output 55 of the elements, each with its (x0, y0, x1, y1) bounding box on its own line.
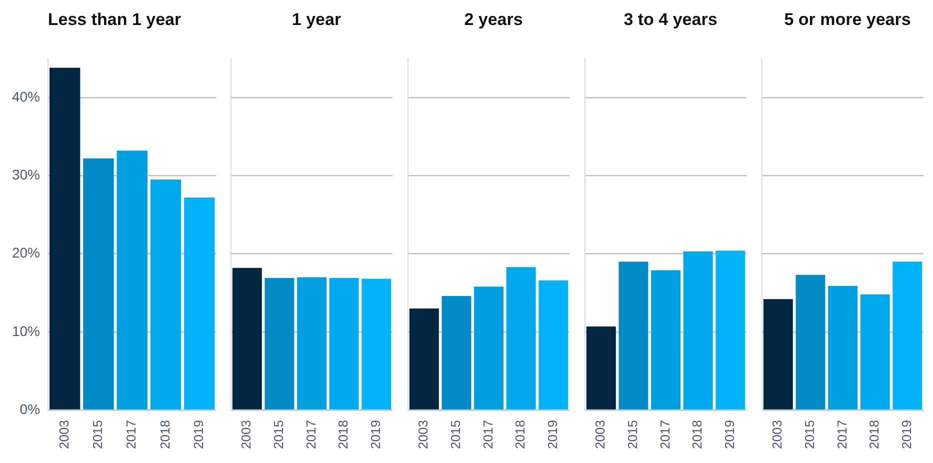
bar (442, 296, 472, 410)
x-tick-label: 2018 (512, 420, 528, 449)
x-tick-label: 2015 (625, 420, 640, 449)
x-tick-label: 2018 (690, 420, 705, 449)
chart-title: 5 or more years (784, 10, 911, 29)
y-tick-label: 0% (20, 400, 40, 417)
bar (618, 262, 648, 410)
x-tick-label: 2017 (480, 420, 496, 449)
bar (538, 280, 568, 410)
y-tick-label: 30% (12, 166, 40, 182)
x-tick-label: 2017 (834, 420, 850, 449)
bar (586, 326, 616, 410)
x-tick-label: 2015 (271, 420, 286, 449)
x-tick-label: 2017 (657, 420, 672, 449)
bar (83, 158, 114, 410)
chart-title: 2 years (464, 10, 523, 29)
x-tick-label: 2017 (303, 420, 318, 449)
chart-title: Less than 1 year (48, 10, 182, 29)
chart-title: 3 to 4 years (624, 10, 718, 29)
bar (150, 180, 182, 410)
x-tick-label: 2003 (56, 420, 72, 449)
bar (50, 68, 80, 410)
x-tick-label: 2015 (90, 420, 106, 449)
bar (116, 150, 148, 410)
x-tick-label: 2003 (238, 420, 254, 449)
x-tick-label: 2015 (802, 420, 818, 449)
bar (651, 270, 681, 410)
x-tick-label: 2018 (866, 420, 882, 449)
bar (892, 262, 922, 410)
x-tick-label: 2019 (544, 420, 560, 449)
y-tick-label: 40% (12, 88, 40, 104)
bar (506, 267, 536, 410)
bar (474, 286, 504, 410)
x-tick-label: 2019 (898, 420, 914, 449)
bar (796, 274, 826, 410)
x-tick-label: 2003 (416, 420, 431, 449)
x-tick-label: 2019 (368, 420, 383, 449)
bar (409, 308, 439, 410)
y-tick-label: 20% (12, 244, 40, 261)
x-tick-label: 2017 (124, 420, 139, 449)
x-tick-label: 2018 (157, 420, 172, 449)
x-tick-label: 2019 (190, 420, 206, 449)
bar (184, 198, 215, 410)
x-tick-label: 2003 (592, 420, 608, 449)
bar (716, 250, 746, 410)
y-tick-label: 10% (12, 322, 40, 339)
x-tick-label: 2019 (722, 420, 737, 449)
chart-title: 1 year (292, 10, 342, 29)
bar (763, 299, 793, 410)
x-tick-label: 2003 (770, 420, 785, 449)
bar (860, 294, 890, 410)
bar (828, 286, 858, 410)
bar (683, 251, 713, 410)
x-tick-label: 2018 (336, 420, 351, 449)
x-tick-label: 2015 (448, 420, 464, 449)
